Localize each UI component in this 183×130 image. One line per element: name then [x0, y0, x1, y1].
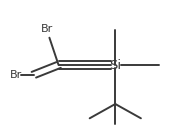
- Text: Si: Si: [109, 58, 121, 72]
- Text: Br: Br: [10, 70, 22, 80]
- Text: Br: Br: [41, 24, 53, 34]
